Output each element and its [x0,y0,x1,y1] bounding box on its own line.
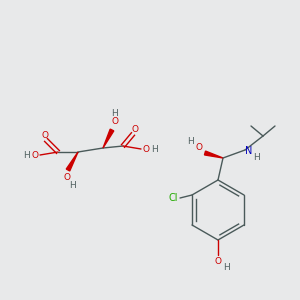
Text: O: O [142,145,149,154]
Text: H: H [151,145,158,154]
Text: H: H [188,136,194,146]
Text: H: H [24,152,30,160]
Text: H: H [223,263,230,272]
Polygon shape [205,151,223,158]
Text: O: O [214,256,221,266]
Text: Cl: Cl [168,193,178,203]
Text: O: O [32,152,38,160]
Text: O: O [131,124,139,134]
Text: O: O [41,130,49,140]
Text: O: O [112,118,118,127]
Text: O: O [196,143,202,152]
Text: H: H [112,110,118,118]
Polygon shape [103,129,114,148]
Text: H: H [254,154,260,163]
Polygon shape [66,152,78,171]
Text: H: H [70,181,76,190]
Text: O: O [64,173,70,182]
Text: N: N [245,146,253,156]
